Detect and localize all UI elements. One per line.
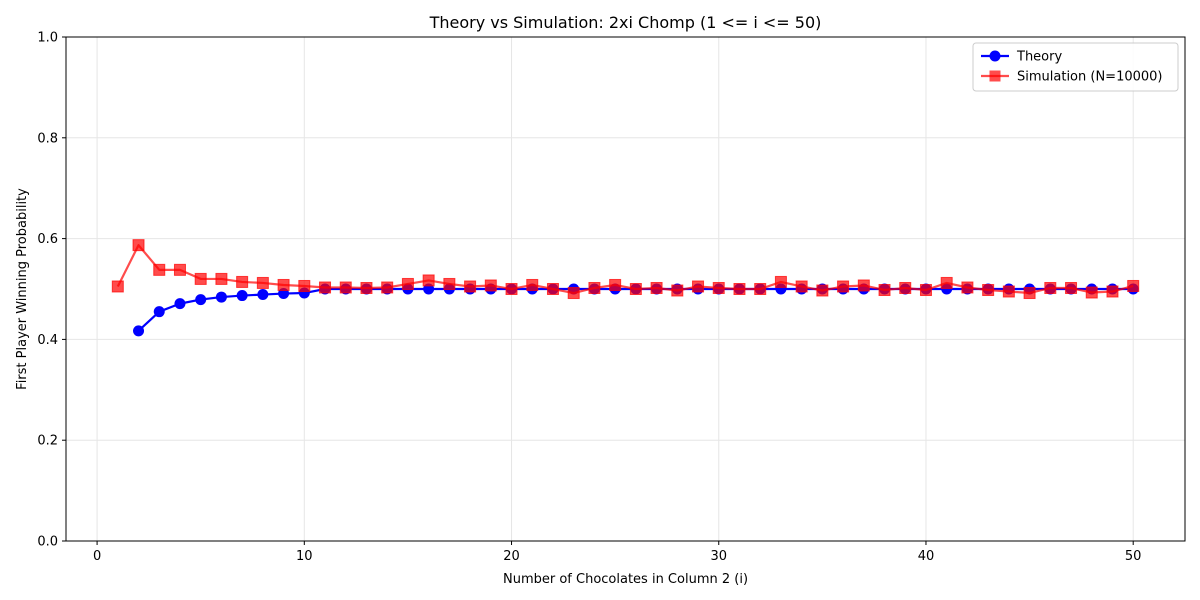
data-point xyxy=(671,284,684,297)
ticks: 0 10 20 30 40 50 0.0 0.2 0.4 0.6 0.8 1.0 xyxy=(37,31,1141,565)
legend-box xyxy=(972,42,1179,92)
data-point xyxy=(1023,287,1036,300)
y-tick-label: 0.0 xyxy=(37,535,58,550)
legend-label: Simulation (N=10000) xyxy=(1017,70,1163,85)
data-point xyxy=(153,263,166,276)
data-point xyxy=(194,272,207,285)
data-point xyxy=(837,280,850,293)
data-point xyxy=(132,239,145,252)
data-point xyxy=(195,294,207,306)
data-point xyxy=(1106,285,1119,298)
data-point xyxy=(857,279,870,292)
data-point xyxy=(360,281,373,294)
data-point xyxy=(1002,285,1015,298)
data-point xyxy=(484,279,497,292)
data-point xyxy=(692,280,705,293)
legend-label: Theory xyxy=(1016,50,1062,65)
legend-marker xyxy=(989,50,1001,62)
data-point xyxy=(712,281,725,294)
data-point xyxy=(111,280,124,293)
data-point xyxy=(173,263,186,276)
data-point xyxy=(505,283,518,295)
data-point xyxy=(526,278,539,291)
data-point xyxy=(546,283,559,295)
data-point xyxy=(257,289,269,301)
x-tick-label: 40 xyxy=(918,549,935,564)
data-point xyxy=(215,291,227,303)
data-point xyxy=(443,277,456,290)
data-point xyxy=(629,283,642,295)
data-point xyxy=(919,284,932,297)
series-simulation xyxy=(111,239,1140,300)
data-point xyxy=(339,281,352,294)
data-point xyxy=(1065,281,1078,294)
x-tick-label: 10 xyxy=(296,549,313,564)
y-tick-label: 0.4 xyxy=(37,333,58,348)
legend: Theory Simulation (N=10000) xyxy=(972,42,1179,92)
data-point xyxy=(774,275,787,288)
data-point xyxy=(1085,286,1098,299)
data-point xyxy=(733,283,746,295)
x-tick-label: 30 xyxy=(710,549,727,564)
legend-marker xyxy=(989,70,1001,82)
data-point xyxy=(298,279,311,292)
data-point xyxy=(588,281,601,294)
data-point xyxy=(277,278,290,291)
data-point xyxy=(401,277,414,290)
y-tick-label: 0.8 xyxy=(37,131,58,146)
data-point xyxy=(795,280,808,293)
x-axis-label: Number of Chocolates in Column 2 (i) xyxy=(503,572,748,587)
y-tick-label: 1.0 xyxy=(37,31,58,46)
data-point xyxy=(609,278,622,291)
plot-frame xyxy=(65,36,1186,542)
data-point xyxy=(816,284,829,297)
y-tick-label: 0.2 xyxy=(37,434,58,449)
data-point xyxy=(422,274,435,287)
data-point xyxy=(319,281,332,294)
chart-title: Theory vs Simulation: 2xi Chomp (1 <= i … xyxy=(429,13,822,32)
x-tick-label: 20 xyxy=(503,549,520,564)
data-point xyxy=(878,284,891,297)
data-point xyxy=(940,276,953,289)
y-axis-label: First Player Winning Probability xyxy=(15,188,30,390)
data-point xyxy=(381,281,394,294)
data-point xyxy=(1127,279,1140,292)
y-tick-label: 0.6 xyxy=(37,232,58,247)
data-point xyxy=(236,290,248,302)
data-point xyxy=(650,281,663,294)
data-point xyxy=(567,287,580,300)
data-point xyxy=(961,281,974,294)
series-layer xyxy=(111,239,1140,337)
data-point xyxy=(174,298,186,310)
data-point xyxy=(754,283,767,295)
x-tick-label: 0 xyxy=(93,549,101,564)
data-point xyxy=(236,275,249,288)
data-point xyxy=(153,306,165,318)
data-point xyxy=(256,276,269,289)
data-point xyxy=(982,284,995,297)
data-point xyxy=(464,280,477,293)
data-point xyxy=(215,272,228,285)
x-tick-label: 50 xyxy=(1125,549,1142,564)
data-point xyxy=(1044,281,1057,294)
data-point xyxy=(133,325,145,337)
data-point xyxy=(899,281,912,294)
